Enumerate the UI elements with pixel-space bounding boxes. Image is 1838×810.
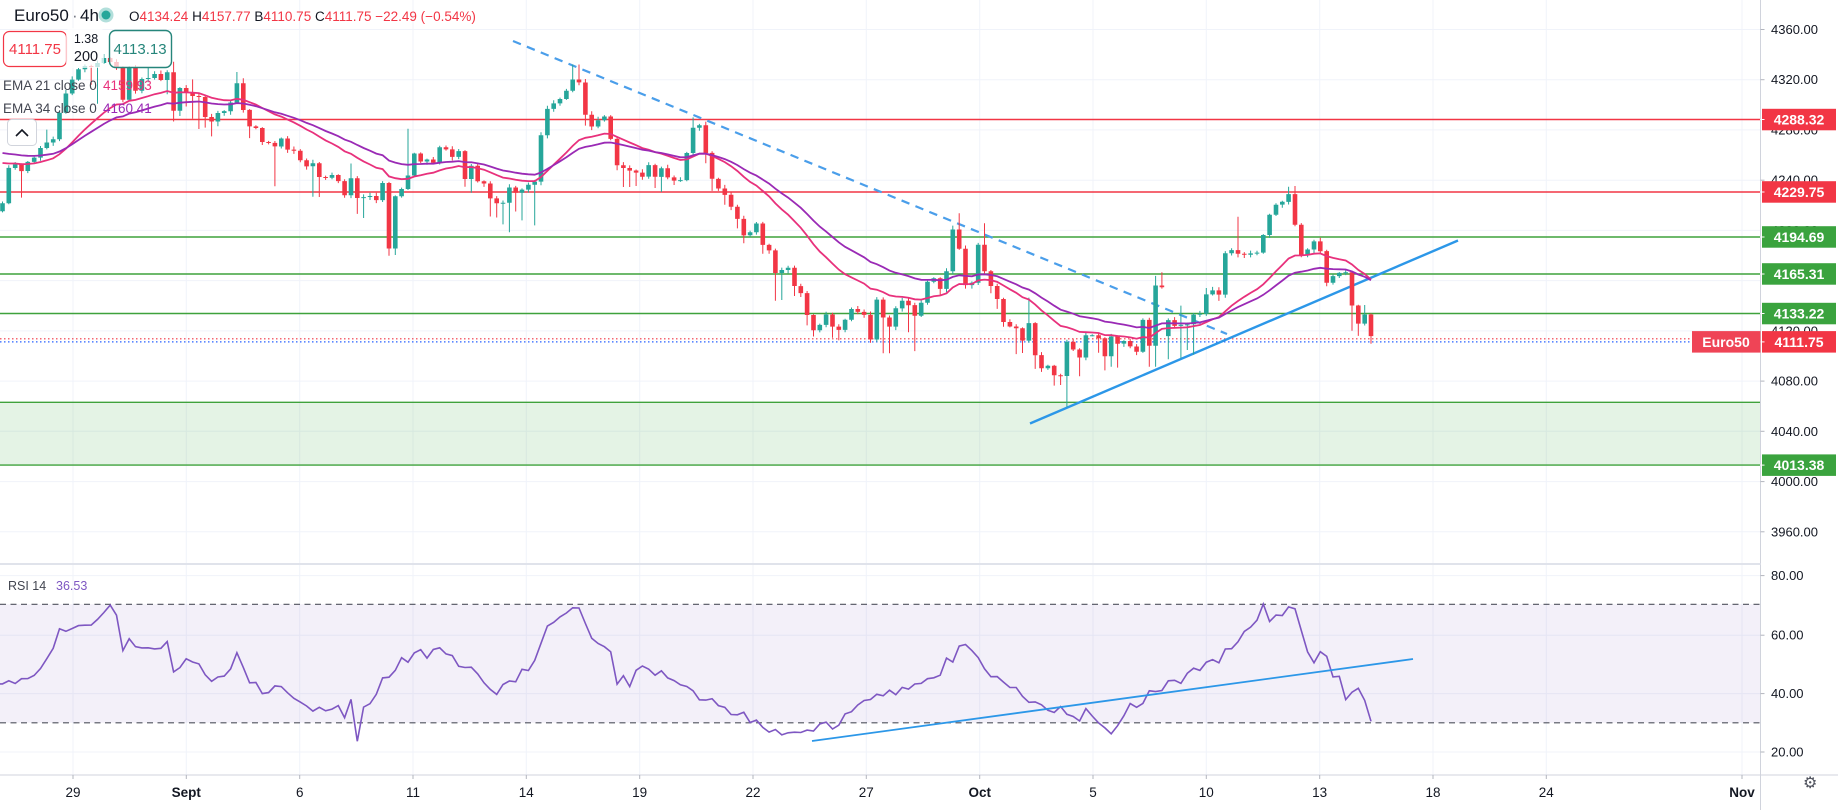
svg-text:18: 18 [1425, 785, 1440, 800]
svg-text:80.00: 80.00 [1771, 568, 1804, 583]
svg-text:4111.75: 4111.75 [9, 41, 61, 58]
svg-text:22: 22 [745, 785, 760, 800]
svg-text:13: 13 [1312, 785, 1327, 800]
svg-text:4113.13: 4113.13 [113, 41, 166, 58]
svg-text:4229.75: 4229.75 [1774, 184, 1825, 200]
svg-text:⚙: ⚙ [1803, 775, 1817, 792]
svg-text:1.38: 1.38 [74, 32, 98, 46]
svg-text:Euro50: Euro50 [1702, 334, 1750, 350]
svg-text:Nov: Nov [1729, 785, 1755, 800]
svg-text:4013.38: 4013.38 [1774, 457, 1825, 473]
svg-text:4165.31: 4165.31 [1774, 266, 1825, 282]
svg-text:4111.75: 4111.75 [1774, 334, 1823, 350]
svg-text:200: 200 [74, 49, 98, 65]
svg-text:29: 29 [65, 785, 80, 800]
svg-text:·: · [72, 6, 78, 25]
svg-text:3960.00: 3960.00 [1771, 524, 1818, 539]
svg-text:40.00: 40.00 [1771, 686, 1804, 701]
svg-text:5: 5 [1089, 785, 1097, 800]
svg-text:EMA 21 close 0: EMA 21 close 0 [3, 78, 97, 93]
svg-text:4160.41: 4160.41 [103, 101, 152, 116]
svg-text:19: 19 [632, 785, 647, 800]
svg-text:4194.69: 4194.69 [1774, 229, 1825, 245]
svg-text:4000.00: 4000.00 [1771, 474, 1818, 489]
svg-text:EMA 34 close 0: EMA 34 close 0 [3, 101, 97, 116]
svg-text:4040.00: 4040.00 [1771, 424, 1818, 439]
svg-text:60.00: 60.00 [1771, 628, 1804, 643]
svg-text:6: 6 [296, 785, 304, 800]
svg-text:36.53: 36.53 [56, 579, 87, 593]
svg-text:Euro50: Euro50 [14, 6, 69, 25]
svg-text:RSI 14: RSI 14 [8, 579, 46, 593]
svg-text:27: 27 [859, 785, 874, 800]
svg-text:Sept: Sept [172, 785, 202, 800]
svg-text:Oct: Oct [968, 785, 991, 800]
svg-text:4288.32: 4288.32 [1774, 111, 1825, 127]
svg-text:4159.93: 4159.93 [103, 78, 152, 93]
svg-text:14: 14 [519, 785, 535, 800]
svg-text:11: 11 [406, 785, 420, 800]
svg-text:4080.00: 4080.00 [1771, 374, 1818, 389]
svg-text:4360.00: 4360.00 [1771, 22, 1818, 37]
svg-text:4133.22: 4133.22 [1774, 305, 1825, 321]
svg-text:24: 24 [1539, 785, 1555, 800]
svg-text:O4134.24 H4157.77 B4110.75 C41: O4134.24 H4157.77 B4110.75 C4111.75 −22.… [129, 9, 476, 24]
svg-text:10: 10 [1199, 785, 1214, 800]
svg-text:20.00: 20.00 [1771, 745, 1804, 760]
svg-text:4h: 4h [80, 6, 99, 25]
svg-text:4320.00: 4320.00 [1771, 72, 1818, 87]
